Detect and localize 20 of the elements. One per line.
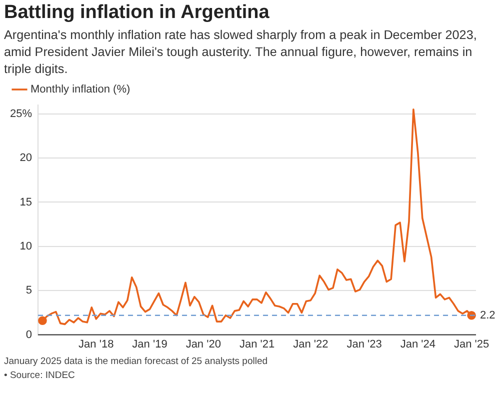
- ref-line-label: 2.2: [480, 309, 496, 322]
- y-tick-label: 15: [20, 196, 32, 208]
- chart-subtitle: Argentina's monthly inflation rate has slowed sharply from a peak in December 2023, amid President Javier Milei's tough austerity. The annual figure, however, remains in triple digits.: [4, 27, 478, 78]
- x-tick-label: Jan '24: [400, 338, 436, 350]
- text: • Source: INDEC: [4, 369, 76, 383]
- y-tick-label: 0: [26, 328, 32, 341]
- x-tick-label: Jan '20: [186, 338, 221, 350]
- x-tick-label: Jan '21: [239, 338, 275, 350]
- x-tick-label: Jan '18: [78, 338, 114, 350]
- y-tick-label: 10: [20, 240, 32, 252]
- chart-title: Battling inflation in Argentina: [4, 2, 270, 24]
- x-tick-label: Jan '25: [454, 338, 490, 350]
- y-tick-label: 20: [20, 152, 32, 164]
- x-tick-label: Jan '19: [132, 338, 168, 350]
- x-tick-label: Jan '22: [293, 338, 328, 350]
- text: January 2025 data is the median forecast of 25 analysts polled: [4, 355, 268, 369]
- y-tick-label: 5: [26, 284, 32, 297]
- legend-label: Monthly inflation (%): [30, 84, 130, 96]
- y-tick-label: 25%: [10, 108, 32, 120]
- x-tick-label: Jan '23: [346, 338, 382, 350]
